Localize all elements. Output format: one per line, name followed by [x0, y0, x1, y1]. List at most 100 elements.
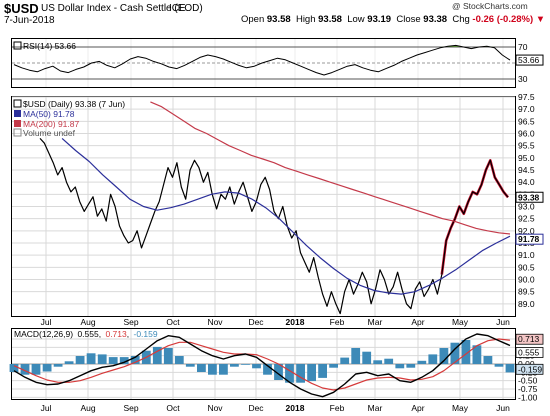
macd-histogram-bar: [505, 364, 515, 373]
macd-histogram-bar: [329, 364, 338, 368]
macd-x-tick-label: Jul: [41, 403, 52, 413]
macd-histogram-bar: [285, 364, 294, 383]
macd-legend-text: MACD(12,26,9) 0.555, 0.713, -0.159: [14, 329, 158, 339]
rsi-line: [13, 44, 511, 76]
macd-histogram-bar: [373, 360, 383, 364]
macd-histogram-bar: [163, 348, 173, 364]
volume-legend-swatch: [13, 128, 22, 137]
macd-histogram-bar: [230, 364, 239, 367]
macd-histogram-bar: [197, 364, 206, 372]
price-y-tick-label: 89.5: [518, 287, 535, 297]
change-label: Chg: [452, 14, 470, 25]
ma50-value-tag-box: [515, 233, 544, 245]
macd-x-tick-label: May: [452, 403, 469, 413]
macd-value-tag-text: 0.555: [518, 348, 540, 358]
macd-histogram-bar: [208, 364, 217, 375]
macd-histogram-bar: [340, 357, 350, 364]
price-y-tick-label: 91.0: [518, 250, 535, 260]
marks-layer: Jul Jul Aug Aug Sep Sep Oct Oct Nov Nov Dec Dec 2018…: [9, 42, 544, 413]
ma200-legend-text: MA(200) 91.87: [23, 119, 79, 129]
price-y-tick-label: 92.5: [518, 214, 535, 224]
close-label: Close: [396, 14, 421, 25]
macd-histogram-bar: [20, 364, 30, 375]
symbol-description: US Dollar Index - Cash Settle (EOD): [41, 3, 203, 14]
price-y-tick-label: 96.5: [518, 116, 535, 126]
macd-x-tick-label: Jun: [496, 403, 510, 413]
usd-price-line-recent: [441, 159, 509, 275]
macd-histogram-bar: [406, 364, 416, 368]
macd-histogram-bar: [351, 348, 361, 364]
price-x-tick-label: May: [452, 317, 469, 327]
macd-histogram-bar: [494, 364, 504, 367]
macd-x-tick-label: Feb: [330, 403, 345, 413]
macd-x-tick-label: Nov: [207, 403, 223, 413]
macd-histogram-bar: [450, 342, 460, 364]
macd-histogram-bar: [307, 364, 316, 382]
macd-histogram-bar: [296, 364, 305, 383]
price-y-tick-label: 90.5: [518, 262, 535, 272]
macd-histogram-bar: [263, 364, 272, 375]
price-y-tick-label: 93.0: [518, 202, 535, 212]
change-value: -0.26 (-0.28%): [472, 14, 534, 25]
price-x-tick-label: Sep: [123, 317, 138, 327]
price-x-tick-label: Jun: [496, 317, 510, 327]
price-y-tick-label: 94.0: [518, 177, 535, 187]
macd-histogram-bar: [439, 348, 449, 364]
macd-histogram-bar: [461, 340, 471, 364]
macd-histogram-bar: [472, 345, 482, 364]
macd-value-tag-box: [515, 347, 544, 358]
macd-value-tag-box: [515, 333, 544, 345]
macd-legend-label: MACD(12,26,9): [14, 329, 73, 339]
price-x-tick-label: 2018: [286, 317, 305, 327]
macd-histogram-bar: [152, 346, 162, 364]
close-value: 93.38: [423, 14, 448, 25]
rsi-y-tick-label: 70: [518, 42, 528, 52]
macd-histogram-bar: [130, 356, 140, 364]
price-y-tick-label: 90.0: [518, 275, 535, 285]
ma50-line: [61, 137, 511, 295]
price-y-tick-label: 95.0: [518, 153, 535, 163]
macd-histogram-bar: [483, 356, 493, 364]
rsi-legend-text: RSI(14) 53.66: [23, 41, 76, 51]
price-x-tick-label: Apr: [411, 317, 424, 327]
macd-x-tick-label: Sep: [123, 403, 138, 413]
macd-histogram-bar: [318, 364, 327, 378]
ma50-legend-swatch: [14, 110, 21, 117]
macd-y-tick-label: -0.75: [518, 384, 538, 394]
macd-histogram-bar: [119, 357, 129, 364]
low-label: Low: [347, 14, 365, 25]
rsi-y-tick-label: 30: [518, 74, 528, 84]
macd-histogram-bar: [174, 356, 184, 364]
macd-histogram-bar: [417, 360, 427, 364]
macd-histogram-bar: [75, 356, 85, 364]
macd-histogram-bar: [252, 364, 261, 369]
ma200-legend-swatch: [14, 120, 21, 127]
macd-histogram-bar: [42, 364, 52, 372]
macd-line: [13, 333, 511, 398]
macd-histogram-bar: [53, 364, 63, 367]
macd-histogram-bar: [395, 364, 405, 369]
macd-histogram-bar: [9, 364, 19, 372]
price-y-tick-label: 94.5: [518, 165, 535, 175]
macd-histogram-bar: [97, 354, 107, 364]
price-x-tick-label: Aug: [80, 317, 95, 327]
macd-legend-signal: 0.713: [105, 329, 127, 339]
macd-x-tick-label: Aug: [80, 403, 95, 413]
macd-x-tick-label: Apr: [411, 403, 424, 413]
ma200-line: [150, 101, 511, 235]
exchange-label: ICE: [169, 3, 186, 14]
macd-histogram-bar: [108, 357, 118, 364]
price-value-tag-box: [515, 191, 544, 203]
macd-x-tick-label: Dec: [248, 403, 264, 413]
macd-histogram-bar: [384, 358, 394, 364]
macd-histogram-bar: [64, 361, 74, 364]
macd-value-tag-box: [515, 363, 544, 375]
macd-y-tick-label: -0.50: [518, 376, 538, 386]
price-y-tick-label: 97.0: [518, 104, 535, 114]
price-y-tick-label: 89.0: [518, 299, 535, 309]
price-x-tick-label: Dec: [248, 317, 264, 327]
price-x-tick-label: Oct: [166, 317, 180, 327]
macd-histogram-bar: [428, 354, 438, 364]
price-value-tag-text: 93.38: [518, 192, 540, 202]
macd-histogram-bar: [219, 364, 228, 375]
